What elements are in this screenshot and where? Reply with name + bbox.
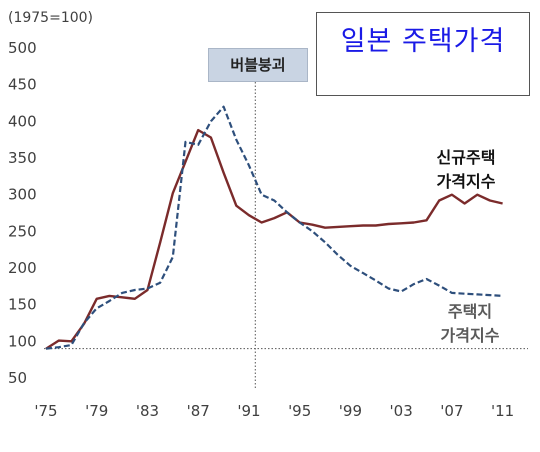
legend-residential-land-line2: 가격지수 (440, 326, 500, 345)
x-axis: '75 '79 '83 '87 '91 '95 '99 '03 '07 '11 (34, 402, 514, 420)
x-tick-label: '83 (136, 402, 159, 420)
series-line-new-housing (45, 128, 503, 350)
x-tick-label: '79 (85, 402, 108, 420)
y-axis: 500 450 400 350 300 250 200 150 100 50 (8, 39, 37, 387)
x-tick-label: '87 (187, 402, 210, 420)
x-tick-label: '99 (339, 402, 362, 420)
x-tick-label: '95 (288, 402, 311, 420)
legend-new-housing-line2: 가격지수 (436, 172, 496, 191)
series-line-residential-land (45, 105, 503, 350)
x-tick-label: '03 (390, 402, 413, 420)
y-tick-label: 250 (8, 222, 37, 240)
x-tick-label: '07 (440, 402, 463, 420)
y-tick-label: 200 (8, 259, 37, 277)
event-label: 버블붕괴 (208, 48, 308, 82)
legend-new-housing-line1: 신규주택 (436, 148, 496, 167)
y-tick-label: 300 (8, 186, 37, 204)
y-tick-label: 500 (8, 39, 37, 57)
y-tick-label: 100 (8, 332, 37, 350)
x-tick-label: '91 (237, 402, 260, 420)
legend-residential-land-line1: 주택지 (447, 302, 493, 321)
y-tick-label: 400 (8, 112, 37, 130)
x-tick-label: '75 (34, 402, 57, 420)
legend-new-housing: 신규주택 가격지수 (416, 146, 516, 194)
y-tick-label: 350 (8, 149, 37, 167)
x-tick-label: '11 (491, 402, 514, 420)
y-tick-label: 450 (8, 76, 37, 94)
unit-label: (1975=100) (8, 10, 93, 26)
y-tick-label: 150 (8, 296, 37, 314)
chart-title: 일본 주택가격 (340, 26, 506, 57)
y-tick-label: 50 (8, 369, 27, 387)
legend-residential-land: 주택지 가격지수 (420, 300, 520, 348)
title-box: 일본 주택가격 (316, 12, 530, 96)
series-group (45, 105, 503, 350)
